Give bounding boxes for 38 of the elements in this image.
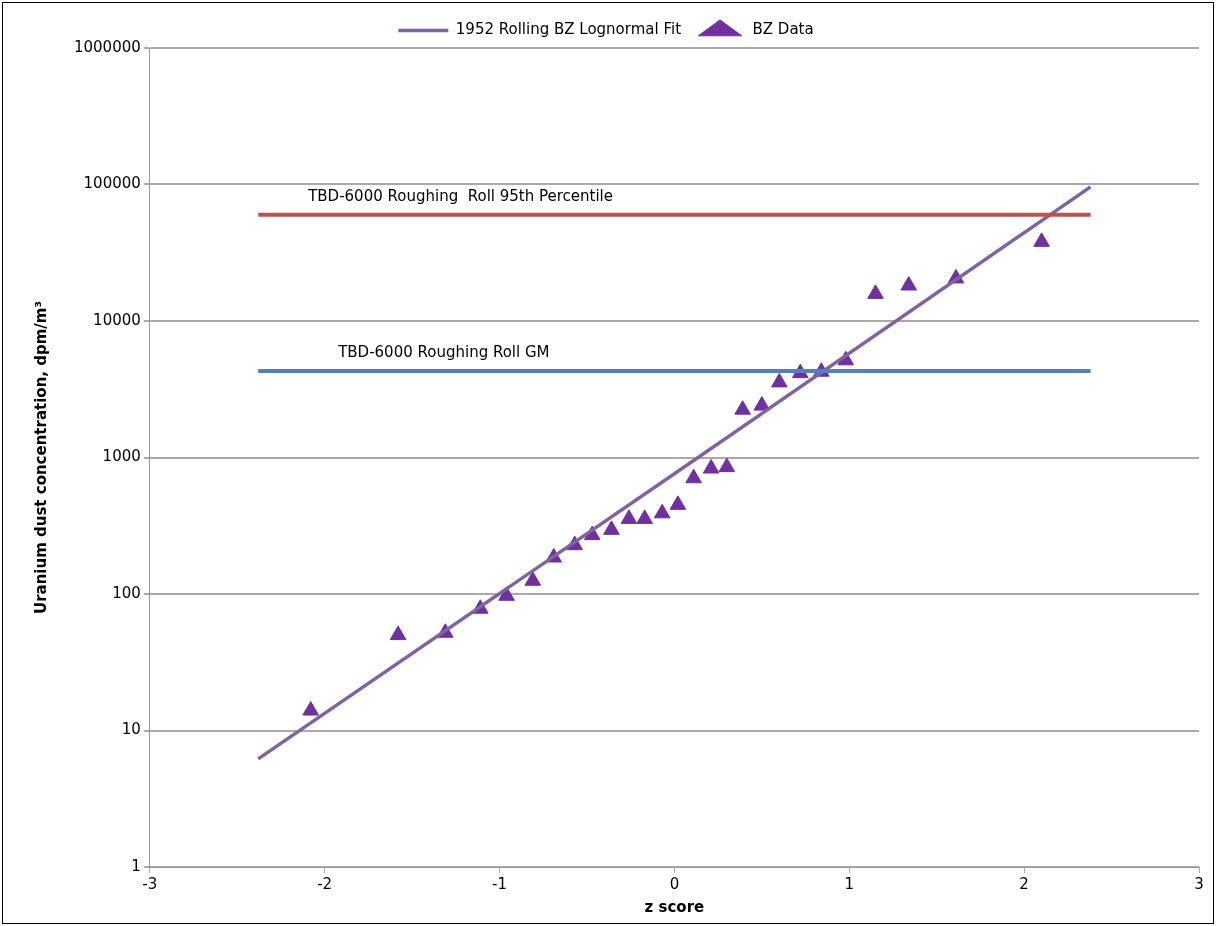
x-tick-label: -3 — [142, 874, 158, 893]
point — [1033, 232, 1050, 247]
legend-label: BZ Data — [752, 20, 814, 39]
point — [524, 571, 542, 586]
x-tick-label: 0 — [669, 874, 680, 893]
point — [771, 372, 788, 388]
y-tick-label: 1 — [131, 856, 141, 875]
point — [900, 276, 918, 291]
y-tick-label: 10 — [121, 720, 141, 739]
legend-label: 1952 Rolling BZ Lognormal Fit — [455, 20, 682, 39]
x-tick-label: 2 — [1019, 874, 1029, 893]
x-axis-title: z score — [644, 897, 705, 916]
y-tick-label: 1000000 — [73, 37, 141, 56]
point — [718, 457, 736, 473]
point — [620, 509, 638, 524]
y-tick-label: 100 — [112, 583, 141, 602]
point — [702, 459, 720, 474]
point — [636, 509, 653, 524]
point — [867, 284, 884, 299]
point — [685, 468, 702, 484]
y-tick-label: 1000 — [102, 447, 141, 466]
point — [653, 503, 671, 519]
ref-line-label: TBD-6000 Roughing Roll GM — [337, 343, 550, 362]
y-tick-label: 10000 — [93, 310, 141, 329]
point — [734, 400, 751, 415]
point — [753, 396, 771, 411]
point — [389, 625, 407, 641]
point — [603, 520, 620, 535]
y-axis-title: Uranium dust concentration, dpm/m³ — [31, 300, 50, 615]
point — [302, 701, 319, 716]
y-tick-label: 100000 — [83, 174, 141, 193]
x-tick-label: 3 — [1194, 874, 1204, 893]
x-tick-label: -1 — [492, 874, 508, 893]
x-tick-label: 1 — [844, 874, 855, 893]
point — [498, 586, 515, 601]
x-tick-label: -2 — [317, 874, 333, 893]
ref-line-label: TBD-6000 Roughing Roll 95th Percentile — [307, 187, 613, 206]
point — [669, 495, 687, 510]
